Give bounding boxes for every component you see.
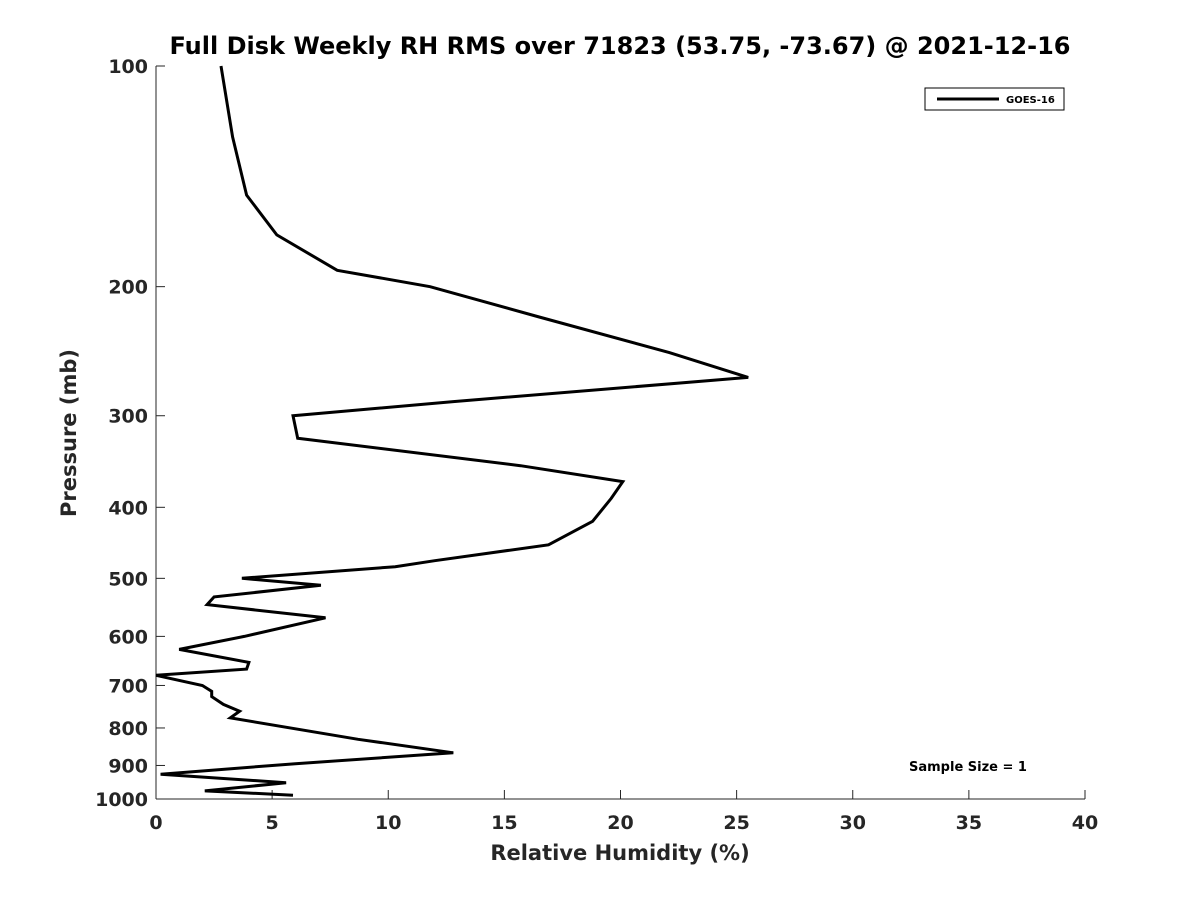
y-tick-label: 600 — [108, 626, 148, 648]
x-tick-label: 20 — [607, 812, 633, 834]
sample-size-annotation: Sample Size = 1 — [909, 760, 1027, 775]
y-tick-label: 100 — [108, 56, 148, 78]
y-tick-label: 800 — [108, 718, 148, 740]
x-tick-label: 25 — [723, 812, 749, 834]
y-tick-label: 1000 — [95, 789, 148, 811]
y-tick-label: 500 — [108, 568, 148, 590]
legend: GOES-16 — [924, 87, 1065, 111]
y-tick-label: 700 — [108, 675, 148, 697]
series-layer — [155, 65, 749, 797]
y-tick-label: 200 — [108, 277, 148, 299]
x-tick-label: 40 — [1072, 812, 1098, 834]
x-axis-ticks: 0 5 10 15 20 25 30 35 40 — [149, 790, 1098, 834]
x-tick-label: 0 — [149, 812, 162, 834]
x-tick-label: 5 — [266, 812, 279, 834]
x-tick-label: 15 — [491, 812, 517, 834]
y-axis-label: Pressure (mb) — [57, 349, 81, 517]
legend-label-goes16: GOES-16 — [1006, 95, 1055, 106]
x-tick-label: 35 — [956, 812, 982, 834]
y-tick-label: 400 — [108, 497, 148, 519]
x-axis-label: Relative Humidity (%) — [490, 841, 749, 865]
x-tick-label: 10 — [375, 812, 401, 834]
x-tick-label: 30 — [840, 812, 866, 834]
chart-title: Full Disk Weekly RH RMS over 71823 (53.7… — [169, 32, 1070, 60]
series-line-goes16 — [155, 65, 749, 797]
y-axis-ticks: 100 200 300 400 500 600 700 800 900 1000 — [95, 56, 165, 811]
plot-area — [156, 66, 1085, 799]
y-tick-label: 900 — [108, 755, 148, 777]
y-tick-label: 300 — [108, 406, 148, 428]
